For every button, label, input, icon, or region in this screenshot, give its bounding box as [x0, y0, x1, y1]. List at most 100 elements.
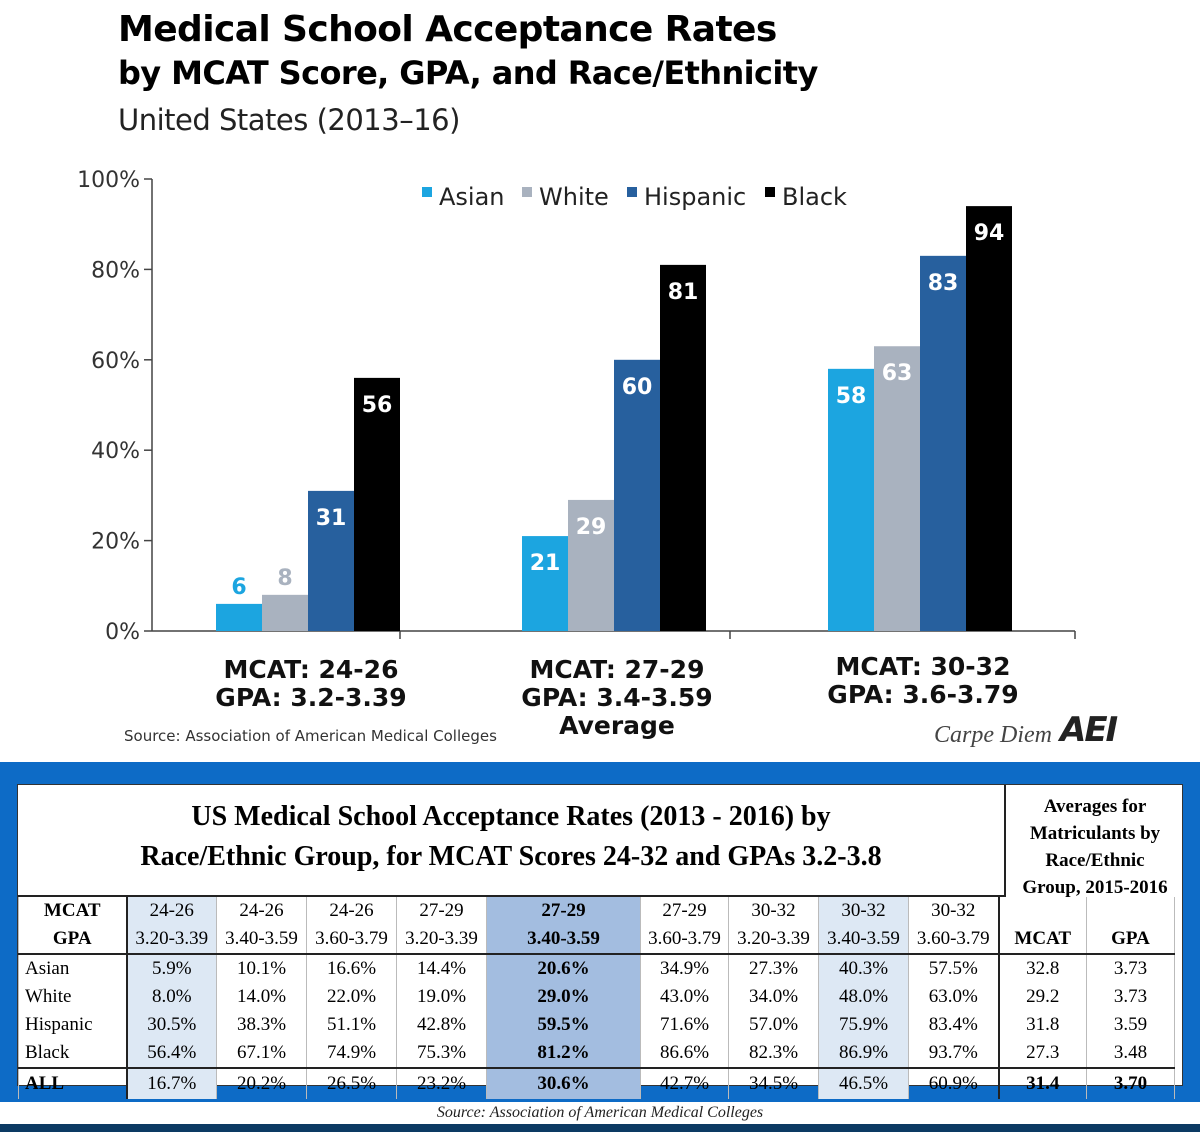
rate-cell: 29.0% — [486, 983, 641, 1011]
y-tick-label: 100% — [77, 168, 140, 193]
rate-cell: 20.6% — [486, 954, 641, 983]
rate-cell: 5.9% — [126, 954, 217, 983]
rate-cell: 22.0% — [306, 983, 397, 1011]
table-row: Black 56.4% 67.1% 74.9% 75.3% 81.2% 86.6% 82.3%… — [18, 1039, 1175, 1068]
table-frame: US Medical School Acceptance Rates (2013… — [17, 784, 1184, 1099]
gpa-range: 3.20-3.39 — [728, 925, 819, 955]
rate-cell: 86.6% — [640, 1039, 729, 1068]
data-label: 94 — [974, 221, 1005, 246]
gpa-range: 3.20-3.39 — [396, 925, 487, 955]
legend-label: Black — [782, 183, 847, 211]
all-avg-mcat: 31.4 — [998, 1067, 1087, 1099]
y-tick-label: 20% — [91, 530, 140, 555]
bar — [568, 499, 614, 631]
row-label: Black — [18, 1039, 128, 1068]
avg-mcat-cell: 27.3 — [998, 1039, 1087, 1068]
data-label: 81 — [668, 280, 699, 305]
rate-cell: 74.9% — [306, 1039, 397, 1068]
y-tick-label: 40% — [91, 439, 140, 464]
all-rate-cell: 46.5% — [818, 1067, 909, 1099]
averages-title-line: Matriculants by — [1029, 823, 1161, 844]
bar — [216, 603, 262, 631]
legend-label: Hispanic — [644, 183, 746, 211]
averages-title-line: Averages for — [1043, 796, 1147, 817]
avg-gpa-cell: 3.73 — [1086, 983, 1175, 1011]
data-label: 58 — [836, 384, 867, 409]
data-label: 83 — [928, 271, 959, 296]
mcat-range: 24-26 — [306, 897, 397, 925]
mcat-header-row: MCAT 24-26 24-26 24-26 27-29 27-29 27-29 30-32 3… — [18, 897, 1175, 925]
bar — [874, 346, 920, 631]
table-row: Hispanic 30.5% 38.3% 51.1% 42.8% 59.5% 71.6% 57… — [18, 1011, 1175, 1039]
all-label: ALL — [18, 1067, 128, 1099]
avg-gpa-cell: 3.73 — [1086, 954, 1175, 983]
rate-cell: 93.7% — [908, 1039, 1000, 1068]
mcat-range: 27-29 — [486, 897, 641, 925]
rate-cell: 14.4% — [396, 954, 487, 983]
avg-mcat-cell: 29.2 — [998, 983, 1087, 1011]
row-label: Hispanic — [18, 1011, 128, 1039]
legend-swatch — [422, 187, 432, 197]
rate-cell: 48.0% — [818, 983, 909, 1011]
averages-title-line: Group, 2015-2016 — [1022, 877, 1168, 898]
y-tick-label: 0% — [105, 620, 140, 645]
bar — [660, 264, 706, 631]
bar — [966, 206, 1012, 631]
category-label: MCAT: 24-26 — [224, 655, 399, 684]
rate-cell: 63.0% — [908, 983, 1000, 1011]
acceptance-table: MCAT 24-26 24-26 24-26 27-29 27-29 27-29 30-32 3… — [18, 897, 1175, 1099]
rate-cell: 82.3% — [728, 1039, 819, 1068]
rate-cell: 27.3% — [728, 954, 819, 983]
rate-cell: 42.8% — [396, 1011, 487, 1039]
chart-title-line2: by MCAT Score, GPA, and Race/Ethnicity — [118, 54, 818, 92]
category-label: MCAT: 30-32 — [836, 652, 1011, 681]
chart-subtitle: United States (2013–16) — [118, 103, 460, 137]
rate-cell: 43.0% — [640, 983, 729, 1011]
table-title-line1: US Medical School Acceptance Rates (2013… — [191, 801, 831, 832]
rate-cell: 71.6% — [640, 1011, 729, 1039]
legend-label: White — [539, 183, 609, 211]
gpa-range: 3.60-3.79 — [908, 925, 1000, 955]
row-label: White — [18, 983, 128, 1011]
data-label: 8 — [277, 566, 292, 591]
avg-mcat-header: MCAT — [998, 925, 1087, 955]
bar — [262, 594, 308, 631]
mcat-range: 30-32 — [908, 897, 1000, 925]
all-rate-cell: 20.2% — [216, 1067, 307, 1099]
data-label: 56 — [362, 393, 393, 418]
all-avg-gpa: 3.70 — [1086, 1067, 1175, 1099]
bottom-band — [0, 1124, 1200, 1132]
mcat-range: 30-32 — [818, 897, 909, 925]
mcat-range: 30-32 — [728, 897, 819, 925]
avg-gpa-header: GPA — [1086, 925, 1175, 955]
all-rate-cell: 60.9% — [908, 1067, 1000, 1099]
rate-cell: 75.9% — [818, 1011, 909, 1039]
legend-label: Asian — [439, 183, 505, 211]
rate-cell: 67.1% — [216, 1039, 307, 1068]
averages-title: Averages for Matriculants by Race/Ethnic… — [1006, 785, 1184, 898]
gpa-header-row: GPA 3.20-3.39 3.40-3.59 3.60-3.79 3.20-3.39 3… — [18, 925, 1175, 955]
category-label: MCAT: 27-29 — [530, 655, 705, 684]
bar — [308, 490, 354, 631]
rate-cell: 8.0% — [126, 983, 217, 1011]
all-row: ALL 16.7% 20.2% 26.5% 23.2% 30.6% 42.7% 34.5% 46… — [18, 1067, 1175, 1099]
category-label: GPA: 3.4-3.59 — [521, 683, 712, 712]
table-row: White 8.0% 14.0% 22.0% 19.0% 29.0% 43.0% 34.0% 4… — [18, 983, 1175, 1011]
avg-spacer — [1086, 897, 1175, 925]
legend-swatch — [765, 187, 775, 197]
chart-title: Medical School Acceptance Rates — [118, 9, 777, 50]
aei-logo: AEI — [1060, 710, 1118, 750]
all-rate-cell: 30.6% — [486, 1067, 641, 1099]
table-row: Asian 5.9% 10.1% 16.6% 14.4% 20.6% 34.9% 27.3% 4… — [18, 954, 1175, 983]
bar-chart: 0% 20% 40% 60% 80% 100% Asian White Hispanic Blac… — [77, 168, 1076, 740]
all-rate-cell: 26.5% — [306, 1067, 397, 1099]
mcat-range: 27-29 — [640, 897, 729, 925]
rate-cell: 30.5% — [126, 1011, 217, 1039]
all-rate-cell: 16.7% — [126, 1067, 217, 1099]
gpa-range: 3.40-3.59 — [486, 925, 641, 955]
row-label: Asian — [18, 954, 128, 983]
rate-cell: 57.5% — [908, 954, 1000, 983]
category-label: Average — [559, 711, 675, 740]
rate-cell: 16.6% — [306, 954, 397, 983]
bar — [354, 377, 400, 631]
